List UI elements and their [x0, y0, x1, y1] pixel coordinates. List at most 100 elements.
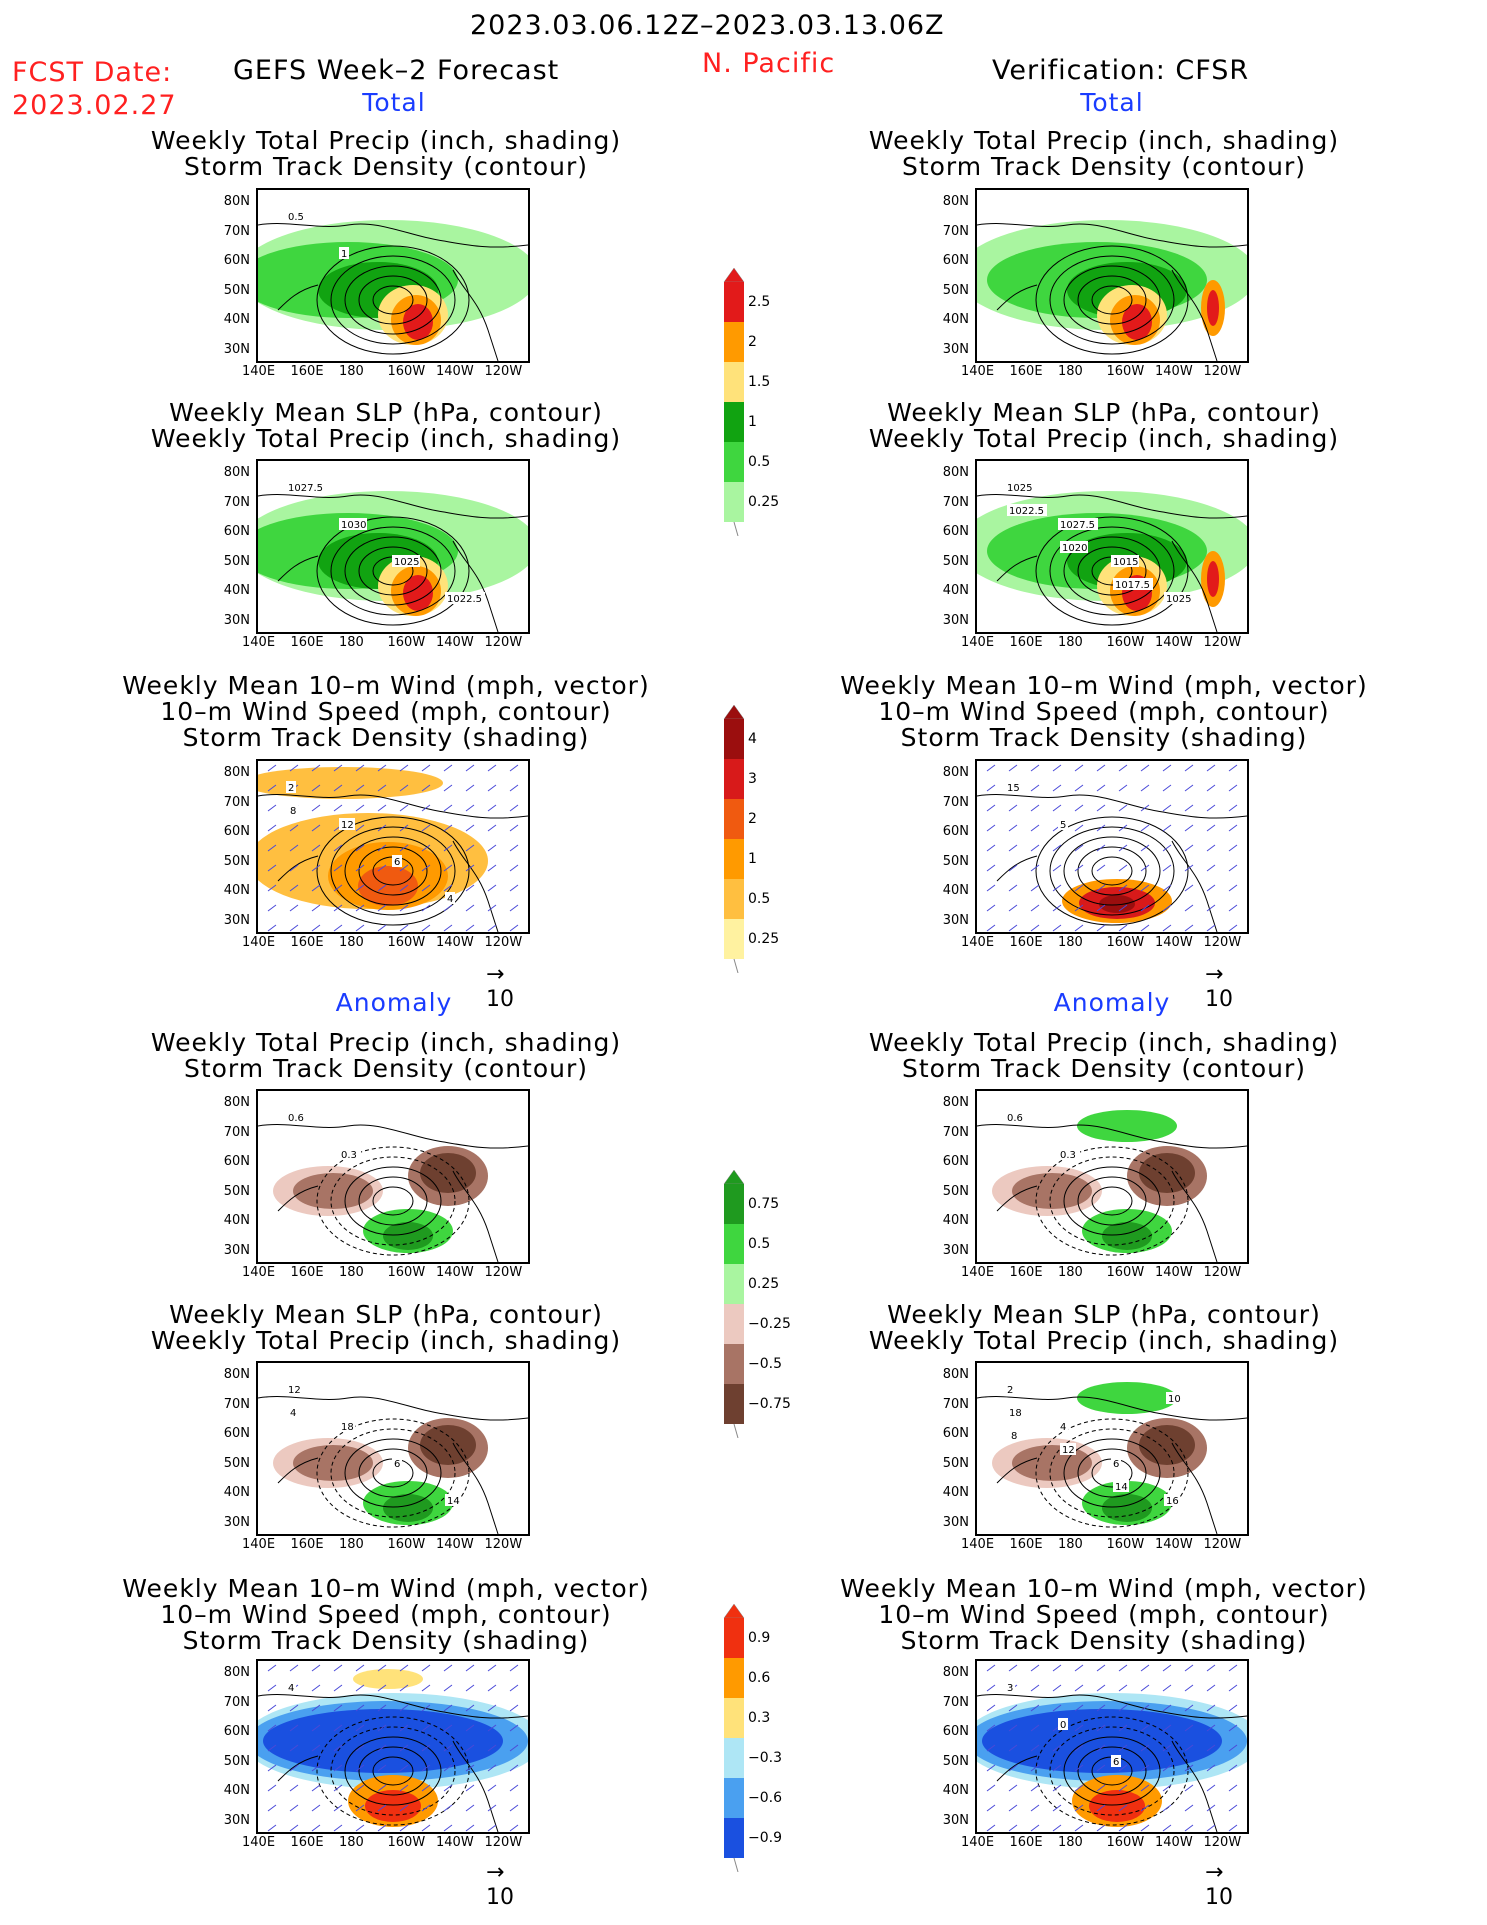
- title-r1-right: Weekly Total Precip (inch, shading) Storm…: [868, 126, 1340, 181]
- wind-vector: [1140, 784, 1150, 792]
- wind-vector: [355, 804, 365, 812]
- wind-vector: [1184, 844, 1194, 852]
- wind-vector: [1228, 904, 1238, 912]
- wind-vector: [1074, 764, 1084, 772]
- wind-vector: [1096, 784, 1106, 792]
- wind-vector: [1184, 804, 1194, 812]
- colorbar-top-arrow: [723, 704, 745, 720]
- sanom-shade-neg-core: [263, 1709, 503, 1773]
- coastline: [258, 494, 528, 632]
- map-panel-r2-left: 1027.5 1030 1025 1022.5: [256, 459, 530, 634]
- lon-label: 180: [339, 1835, 364, 1850]
- wind-vector: [1228, 1784, 1238, 1792]
- colorbar-label: −0.5: [748, 1356, 782, 1372]
- map-panel-r5-right: 2 4 6 16 18 12 14 10 8: [975, 1361, 1249, 1536]
- wind-vector: [1030, 1684, 1040, 1692]
- contour-label-bg: [1005, 481, 1033, 493]
- wind-vector: [487, 824, 497, 832]
- wind-vector: [311, 1724, 321, 1732]
- wind-vector: [399, 1664, 409, 1672]
- colorbar-precip-total: [722, 267, 746, 540]
- contour-label-bg: [288, 804, 298, 816]
- contour-label-bg: [392, 855, 402, 867]
- colorbar-label: 0.5: [748, 1236, 771, 1252]
- wind-vector: [443, 884, 453, 892]
- colorbar-precip-anom: [722, 1169, 746, 1442]
- lon-label: 120W: [484, 635, 523, 650]
- storm-shade-core: [1099, 895, 1135, 913]
- wind-vector: [377, 1764, 387, 1772]
- contour-line: [1063, 536, 1161, 606]
- wind-vector: [267, 784, 277, 792]
- lon-label: 140W: [436, 1265, 474, 1280]
- wind-vector: [311, 784, 321, 792]
- lat-label: 40N: [942, 583, 969, 598]
- contour-label-bg: [1166, 1392, 1182, 1404]
- fcst-date-label: FCST Date:: [12, 57, 173, 88]
- lat-label: 60N: [223, 1154, 250, 1169]
- contour-label: 18: [1009, 1408, 1022, 1419]
- contour-line: [1091, 856, 1133, 886]
- wind-vector: [311, 1664, 321, 1672]
- colorbar-label: 2: [748, 334, 757, 350]
- wind-vector: [986, 1704, 996, 1712]
- colorbar-storm-anom: [722, 1603, 746, 1876]
- lon-label: 180: [339, 635, 364, 650]
- contour-label: 6: [394, 1459, 400, 1470]
- wind-vector: [421, 1684, 431, 1692]
- storm-shade-core: [358, 866, 418, 906]
- wind-vector: [986, 844, 996, 852]
- lon-label: 160W: [387, 1537, 426, 1552]
- contour-line: [1063, 836, 1161, 906]
- wind-vector: [487, 904, 497, 912]
- lat-label: 30N: [223, 341, 250, 357]
- contour-label: 12: [341, 820, 354, 831]
- colorbar-segment: [724, 879, 744, 919]
- wind-vector: [487, 1824, 497, 1832]
- lat-label: 70N: [223, 223, 250, 239]
- title-r4-right: Weekly Total Precip (inch, shading) Storm…: [868, 1028, 1340, 1083]
- wind-vector: [465, 1784, 475, 1792]
- wind-vector: [311, 1824, 321, 1832]
- contour-label: 0.3: [1060, 1150, 1076, 1161]
- contour-label: 1022.5: [447, 594, 482, 605]
- contour-label: 4: [288, 1683, 294, 1694]
- wind-vector: [377, 764, 387, 772]
- title-r3-right: Weekly Mean 10–m Wind (mph, vector) 10–m …: [840, 671, 1368, 752]
- lon-label: 140W: [436, 635, 474, 650]
- contour-line: [316, 245, 470, 355]
- wind-vector: [465, 924, 475, 932]
- contour-label-bg: [445, 892, 455, 904]
- wind-vector: [267, 1784, 277, 1792]
- lat-label: 50N: [223, 1753, 250, 1769]
- contour-label: 2: [1007, 1385, 1013, 1396]
- colorbar-label: 0.25: [748, 494, 780, 510]
- contour-line: [358, 846, 428, 896]
- wind-vector: [1030, 1744, 1040, 1752]
- wind-vector: [311, 804, 321, 812]
- wind-vector: [289, 1804, 299, 1812]
- colorbar-segment: [724, 1304, 744, 1344]
- contour-line: [1077, 1746, 1147, 1796]
- wind-vector: [465, 1704, 475, 1712]
- wind-vector: [311, 824, 321, 832]
- wind-vector: [1030, 884, 1040, 892]
- wind-vector: [355, 1724, 365, 1732]
- lat-label: 80N: [223, 765, 250, 780]
- wind-vector: [267, 1724, 277, 1732]
- wind-vector: [267, 1764, 277, 1772]
- wind-vector: [355, 764, 365, 772]
- lat-label: 50N: [942, 1183, 969, 1199]
- wind-vector: [311, 864, 321, 872]
- contour-label-bg: [1007, 1406, 1023, 1418]
- lat-label: 40N: [223, 1783, 250, 1798]
- colorbar-segment: [724, 1778, 744, 1818]
- wind-vector: [267, 864, 277, 872]
- wind-vector: [1008, 764, 1018, 772]
- lon-label: 160W: [387, 1835, 426, 1850]
- lat-label: 80N: [223, 194, 250, 209]
- wind-vector: [421, 804, 431, 812]
- wind-vector: [1228, 764, 1238, 772]
- lon-label: 180: [339, 1537, 364, 1552]
- wind-vector: [1096, 1804, 1106, 1812]
